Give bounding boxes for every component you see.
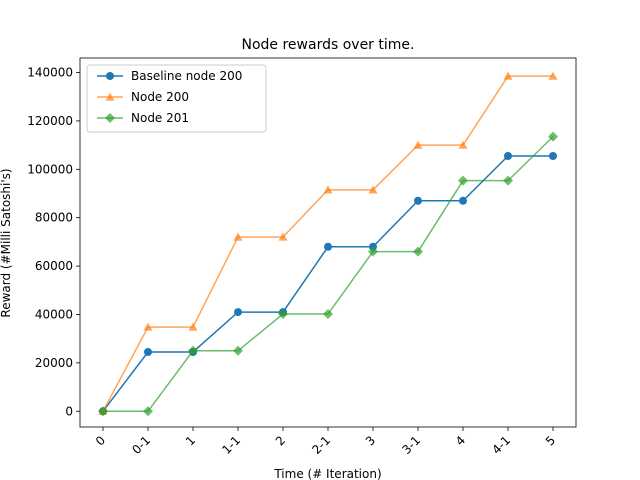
y-tick-label: 80000	[35, 211, 73, 225]
series-group	[98, 71, 558, 417]
x-tick-label: 4-1	[489, 433, 513, 457]
data-point	[503, 71, 513, 80]
y-tick-label: 140000	[27, 66, 73, 80]
legend: Baseline node 200 Node 200 Node 201	[86, 64, 267, 133]
chart-title: Node rewards over time.	[242, 37, 415, 53]
data-point	[234, 308, 242, 317]
x-tick-label: 3	[363, 433, 378, 448]
legend-marker	[105, 92, 115, 101]
data-point	[548, 71, 558, 80]
series-3	[98, 131, 558, 417]
y-tick-label: 120000	[27, 114, 73, 128]
data-point	[143, 322, 153, 331]
legend-marker	[106, 72, 114, 80]
data-point	[368, 246, 378, 257]
x-tick-label: 0-1	[129, 433, 153, 457]
data-point	[143, 406, 153, 417]
data-point	[278, 232, 288, 241]
data-point	[459, 196, 467, 205]
y-tick-label: 0	[65, 404, 73, 418]
data-point	[144, 347, 152, 356]
data-point	[98, 406, 108, 417]
data-point	[413, 246, 423, 257]
y-tick-label: 100000	[27, 162, 73, 176]
legend-label: Node 200	[131, 90, 189, 104]
x-tick-label: 0	[93, 433, 108, 448]
data-point	[323, 185, 333, 194]
data-point	[233, 232, 243, 241]
legend-entry: Node 201	[97, 111, 189, 125]
x-axis: 0 0-1 1 1-1 2 2-1 3 3-1 4 4-1 5	[93, 427, 558, 457]
data-point	[549, 151, 557, 160]
legend-label: Baseline node 200	[131, 69, 242, 83]
data-point	[458, 140, 468, 149]
legend-entry: Baseline node 200	[97, 69, 242, 83]
legend-entry: Node 200	[97, 90, 189, 104]
data-point	[548, 131, 558, 142]
data-point	[414, 196, 422, 205]
data-point	[504, 151, 512, 160]
series-line	[102, 155, 553, 412]
y-tick-label: 40000	[35, 307, 73, 321]
data-point	[324, 242, 332, 251]
data-point	[233, 345, 243, 356]
y-axis: 0 20000 40000 60000 80000 100000 120000 140000	[27, 66, 80, 418]
y-tick-label: 60000	[35, 259, 73, 273]
x-tick-label: 5	[543, 433, 558, 448]
data-point	[413, 140, 423, 149]
data-point	[188, 345, 198, 356]
data-point	[503, 175, 513, 186]
x-tick-label: 3-1	[399, 433, 423, 457]
x-tick-label: 2	[273, 433, 288, 448]
data-point	[278, 309, 288, 320]
y-axis-label: Reward (#Milli Satoshi's)	[0, 168, 13, 317]
legend-label: Node 201	[131, 111, 189, 125]
legend-box	[86, 64, 267, 133]
y-tick-label: 20000	[35, 356, 73, 370]
data-point	[458, 175, 468, 186]
x-tick-label: 1-1	[219, 433, 243, 457]
legend-marker	[105, 113, 115, 123]
x-axis-label: Time (# Iteration)	[273, 467, 381, 480]
data-point	[323, 309, 333, 320]
data-point	[188, 322, 198, 331]
x-tick-label: 4	[453, 433, 468, 448]
data-point	[368, 185, 378, 194]
x-tick-label: 2-1	[309, 433, 333, 457]
x-tick-label: 1	[183, 433, 198, 448]
